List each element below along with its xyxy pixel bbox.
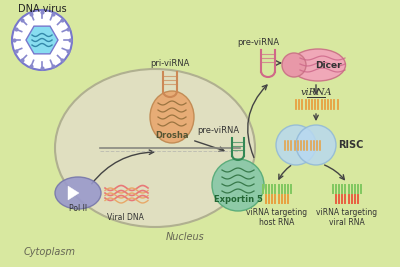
Ellipse shape: [212, 159, 264, 211]
Text: Exportin 5: Exportin 5: [214, 195, 262, 205]
Ellipse shape: [55, 177, 101, 209]
Text: viRNA targeting
host RNA: viRNA targeting host RNA: [246, 208, 308, 227]
Circle shape: [296, 125, 336, 165]
Ellipse shape: [290, 49, 346, 81]
Polygon shape: [68, 186, 79, 200]
Text: Nucleus: Nucleus: [166, 232, 204, 242]
Text: Viral DNA: Viral DNA: [106, 213, 144, 222]
Text: viRNA targeting
viral RNA: viRNA targeting viral RNA: [316, 208, 378, 227]
Ellipse shape: [55, 69, 255, 227]
Circle shape: [282, 53, 306, 77]
Text: pri-viRNA: pri-viRNA: [150, 59, 190, 68]
Text: Cytoplasm: Cytoplasm: [24, 247, 76, 257]
Circle shape: [12, 10, 72, 70]
Text: DNA virus: DNA virus: [18, 4, 66, 14]
Text: pre-viRNA: pre-viRNA: [197, 126, 239, 135]
Ellipse shape: [150, 91, 194, 143]
Text: Drosha: Drosha: [155, 131, 189, 139]
Circle shape: [276, 125, 316, 165]
Text: Pol II: Pol II: [69, 204, 87, 213]
Polygon shape: [26, 26, 58, 54]
Text: viRNA: viRNA: [300, 88, 332, 97]
Text: Dicer: Dicer: [315, 61, 341, 69]
Text: RISC: RISC: [338, 140, 363, 150]
Text: pre-viRNA: pre-viRNA: [237, 38, 279, 47]
